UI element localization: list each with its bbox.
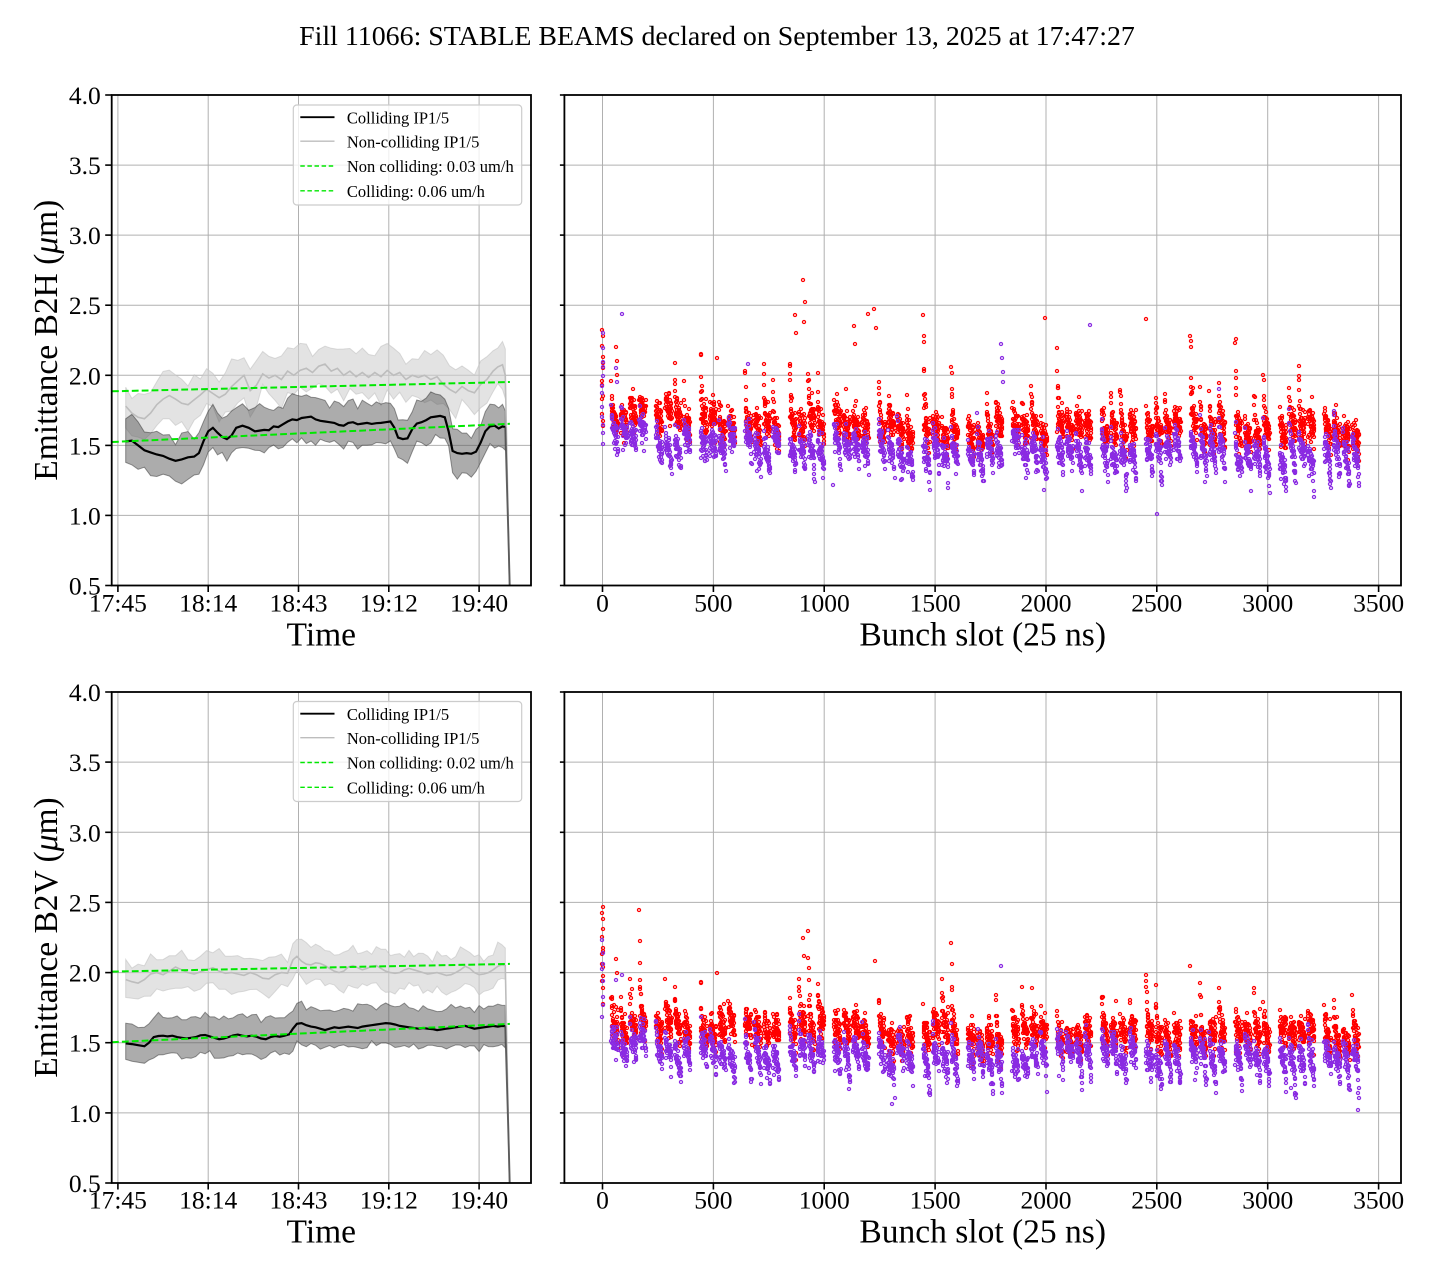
svg-text:19:12: 19:12 (360, 589, 418, 618)
svg-text:0.5: 0.5 (69, 572, 101, 601)
svg-text:Non colliding: 0.03 um/h: Non colliding: 0.03 um/h (347, 157, 515, 176)
svg-text:Colliding IP1/5: Colliding IP1/5 (347, 108, 449, 127)
svg-text:17:45: 17:45 (89, 589, 147, 618)
svg-text:Time: Time (287, 617, 357, 654)
svg-text:18:14: 18:14 (179, 589, 237, 618)
svg-text:18:43: 18:43 (269, 589, 327, 618)
svg-text:19:40: 19:40 (450, 589, 508, 618)
svg-text:3.0: 3.0 (69, 221, 101, 250)
svg-text:2.0: 2.0 (69, 361, 101, 390)
svg-text:4.0: 4.0 (69, 81, 101, 110)
svg-text:Fill 11066: STABLE BEAMS decla: Fill 11066: STABLE BEAMS declared on Sep… (299, 21, 1135, 52)
svg-text:Non-colliding IP1/5: Non-colliding IP1/5 (347, 132, 479, 151)
svg-text:Emittance B2H (μm): Emittance B2H (μm) (28, 200, 65, 481)
svg-text:3.5: 3.5 (69, 151, 101, 180)
svg-text:1.0: 1.0 (69, 501, 101, 530)
svg-text:1.5: 1.5 (69, 431, 101, 460)
svg-text:Colliding: 0.06 um/h: Colliding: 0.06 um/h (347, 182, 486, 201)
svg-text:2.5: 2.5 (69, 291, 101, 320)
